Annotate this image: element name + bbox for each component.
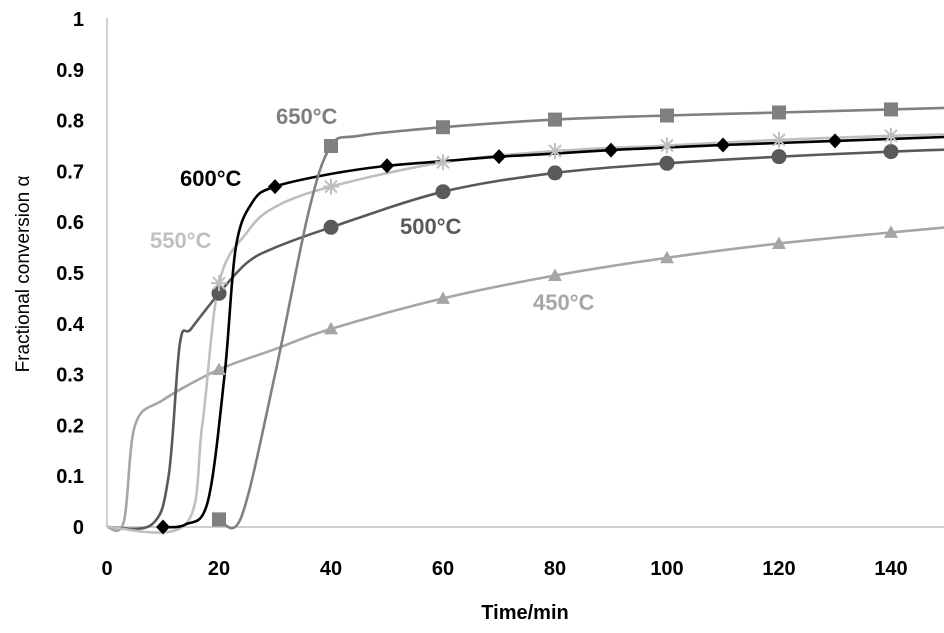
- data-point-650: [884, 102, 898, 117]
- data-point-600: [604, 142, 618, 158]
- data-point-500: [883, 144, 899, 160]
- data-point-650: [548, 112, 562, 127]
- y-tick-label: 0.4: [56, 314, 85, 336]
- series-line-550: [106, 133, 944, 534]
- data-point-550: [323, 178, 339, 195]
- data-point-500: [435, 184, 451, 200]
- data-point-450: [660, 250, 674, 264]
- y-tick-label: 0.3: [56, 365, 84, 387]
- data-point-550: [771, 131, 787, 148]
- data-point-500: [771, 149, 787, 165]
- x-tick-label: 100: [650, 558, 683, 580]
- data-point-450: [436, 291, 450, 304]
- series-label-500: 500°C: [400, 214, 462, 239]
- y-tick-label: 0.9: [56, 60, 84, 82]
- x-tick-label: 80: [544, 558, 566, 580]
- data-point-500: [211, 285, 227, 301]
- data-point-650: [660, 108, 674, 123]
- data-point-650: [324, 139, 338, 153]
- y-tick-labels: 0 0.1 0.2 0.3 0.4 0.5 0.6 0.7 0.8 0.9 1: [56, 9, 85, 539]
- data-point-550: [547, 143, 563, 160]
- data-point-500: [659, 155, 675, 171]
- data-point-600: [716, 137, 730, 153]
- data-point-600: [492, 149, 506, 165]
- x-tick-label: 60: [432, 558, 454, 580]
- data-point-600: [156, 519, 170, 535]
- series-label-650: 650°C: [276, 104, 338, 129]
- x-tick-label: 40: [320, 558, 342, 580]
- data-point-450: [212, 362, 226, 376]
- data-point-500: [323, 219, 339, 235]
- y-tick-label: 0.5: [56, 263, 84, 285]
- series-label-600: 600°C: [180, 166, 242, 191]
- data-point-600: [268, 179, 282, 195]
- series-label-550: 550°C: [150, 228, 212, 253]
- data-point-600: [380, 158, 394, 174]
- data-point-650: [212, 512, 226, 527]
- x-tick-label: 140: [874, 558, 907, 580]
- x-tick-labels: 0 20 40 60 80 100 120 140: [101, 558, 907, 580]
- series-markers: [156, 102, 899, 535]
- data-point-550: [659, 137, 675, 154]
- data-point-650: [772, 105, 786, 120]
- y-tick-label: 0.2: [56, 415, 84, 437]
- data-point-450: [884, 225, 898, 238]
- data-point-650: [436, 120, 450, 135]
- x-tick-label: 20: [208, 558, 230, 580]
- series-curves: [106, 106, 944, 534]
- data-point-550: [883, 127, 899, 144]
- series-line-600: [162, 135, 944, 529]
- x-axis-title: Time/min: [481, 602, 568, 624]
- y-tick-label: 0.6: [56, 212, 84, 234]
- y-tick-label: 0.7: [56, 161, 84, 183]
- y-tick-label: 0.8: [56, 111, 84, 133]
- data-point-550: [435, 154, 451, 171]
- y-axis-title: Fractional conversion α: [13, 176, 34, 373]
- data-point-450: [548, 268, 562, 282]
- y-tick-label: 0: [73, 517, 84, 539]
- x-tick-label: 120: [762, 558, 795, 580]
- y-tick-label: 0.1: [56, 466, 84, 488]
- data-point-500: [547, 165, 563, 181]
- data-point-450: [772, 236, 786, 250]
- series-line-500: [106, 148, 944, 531]
- data-point-550: [211, 275, 227, 292]
- y-tick-label: 1: [73, 9, 84, 31]
- x-tick-label: 0: [101, 558, 112, 580]
- data-point-600: [828, 133, 842, 149]
- data-point-450: [324, 321, 338, 335]
- series-label-450: 450°C: [533, 290, 595, 315]
